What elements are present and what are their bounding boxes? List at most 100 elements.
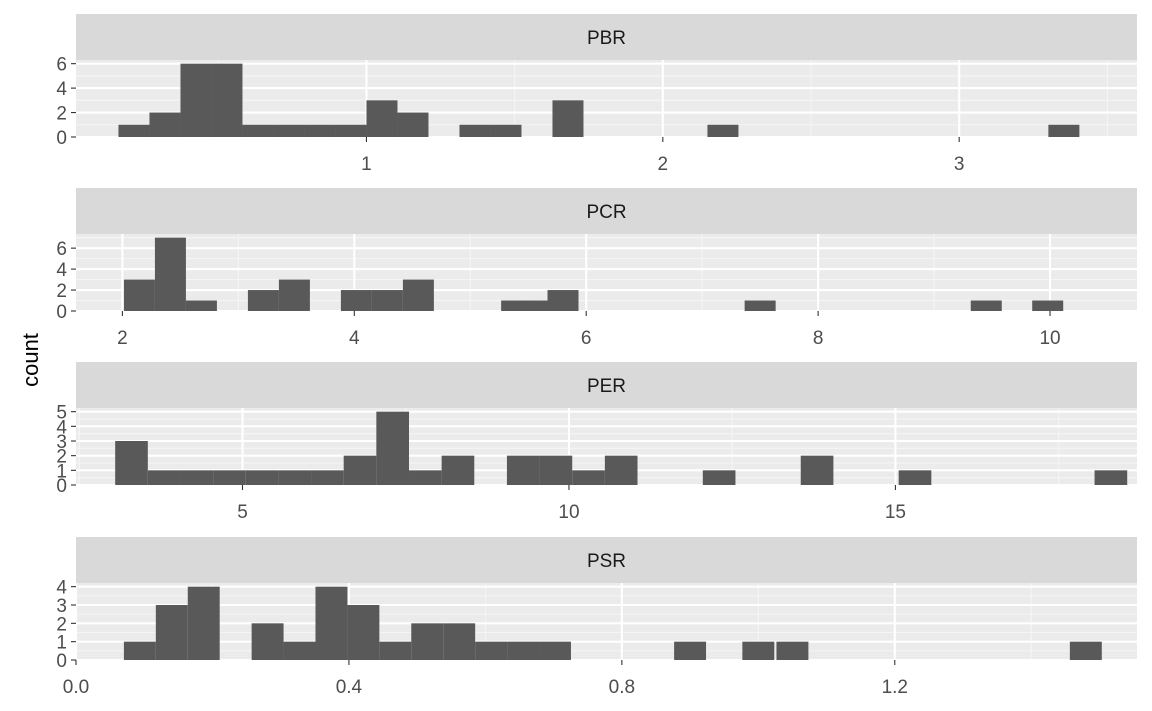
histogram-bar [251,623,284,660]
histogram-bar [552,100,584,137]
histogram-bar [744,300,776,311]
histogram-bar [187,586,220,660]
histogram-bar [776,641,809,660]
histogram-bar [1069,641,1102,660]
histogram-bar [115,441,148,485]
histogram-bar [273,124,305,137]
y-tick-label: 0 [56,302,67,323]
histogram-bar [347,605,380,660]
x-tick-label: 6 [581,328,592,349]
histogram-bar [459,124,491,137]
y-tick-label: 3 [56,596,67,617]
facet-strip-label: PBR [587,28,626,49]
histogram-bar [335,124,367,137]
facet-strip-label: PER [587,376,626,397]
histogram-bar [702,470,736,485]
histogram-bar [441,455,475,485]
histogram-bar [123,279,155,311]
histogram-bar [155,605,188,660]
facet-strip [76,537,1137,583]
histogram-bar [185,300,217,311]
histogram-bar [1094,470,1128,485]
y-tick-label: 6 [56,239,67,260]
histogram-bar [1048,124,1080,137]
histogram-bar [278,279,310,311]
x-tick-label: 2 [117,328,128,349]
histogram-bar [742,641,775,660]
histogram-bar [118,124,150,137]
y-tick-label: 3 [56,432,67,453]
y-tick-label: 4 [56,578,67,599]
histogram-bar [397,112,429,137]
y-tick-label: 1 [56,461,67,482]
histogram-bar [970,300,1002,311]
x-tick-label: 2 [658,154,669,175]
y-tick-label: 0 [56,128,67,149]
y-axis-label: count [18,333,43,387]
histogram-bar [507,641,540,660]
histogram-bar [411,623,444,660]
x-tick-label: 0.0 [63,677,89,698]
facet-strip-label: PSR [587,551,626,572]
histogram-bar [443,623,476,660]
x-tick-label: 0.8 [609,677,635,698]
histogram-bar [247,290,279,311]
histogram-bar [211,63,243,137]
histogram-bar [371,290,403,311]
histogram-bar [315,586,348,660]
facet-strip [76,188,1137,234]
y-tick-label: 2 [56,281,67,302]
y-tick-label: 4 [56,260,67,281]
x-tick-label: 4 [349,328,360,349]
y-tick-label: 0 [56,476,67,497]
y-tick-label: 2 [56,447,67,468]
histogram-bar [572,470,605,485]
histogram-bar [242,124,274,137]
histogram-bar [707,124,739,137]
x-tick-label: 1 [361,154,372,175]
histogram-bar [674,641,707,660]
histogram-bar [343,455,377,485]
x-tick-label: 3 [954,154,965,175]
y-tick-label: 4 [56,417,67,438]
facet-panel-pbr: PBR 0 2 4 6 1 2 3 [56,14,1137,175]
histogram-bar [180,470,214,485]
panel-background [76,583,1137,660]
histogram-bar [506,455,540,485]
histogram-bar [524,300,556,311]
histogram-bar [475,641,508,660]
histogram-bar [402,279,434,311]
histogram-bar [213,470,246,485]
histogram-bar [311,470,344,485]
histogram-bar [154,237,186,311]
y-tick-label: 0 [56,651,67,672]
histogram-bar [604,455,638,485]
x-tick-label: 15 [885,502,906,523]
panel-background [76,234,1137,311]
x-tick-label: 10 [558,502,579,523]
facet-strip [76,14,1137,60]
x-tick-label: 1.2 [882,677,908,698]
histogram-bar [376,411,409,485]
histogram-bar [245,470,279,485]
histogram-bar [180,63,212,137]
histogram-bar [278,470,312,485]
histogram-bar [147,470,181,485]
x-tick-label: 5 [237,502,248,523]
facet-strip [76,362,1137,408]
histogram-bar [304,124,336,137]
y-tick-label: 5 [56,403,67,424]
y-tick-label: 2 [56,614,67,635]
y-tick-label: 6 [56,55,67,76]
x-tick-label: 8 [813,328,824,349]
histogram-bar [149,112,181,137]
histogram-bar [340,290,372,311]
histogram-bar [408,470,442,485]
y-tick-label: 4 [56,79,67,100]
histogram-bar [501,300,533,311]
histogram-bar [539,455,573,485]
histogram-bar [800,455,834,485]
